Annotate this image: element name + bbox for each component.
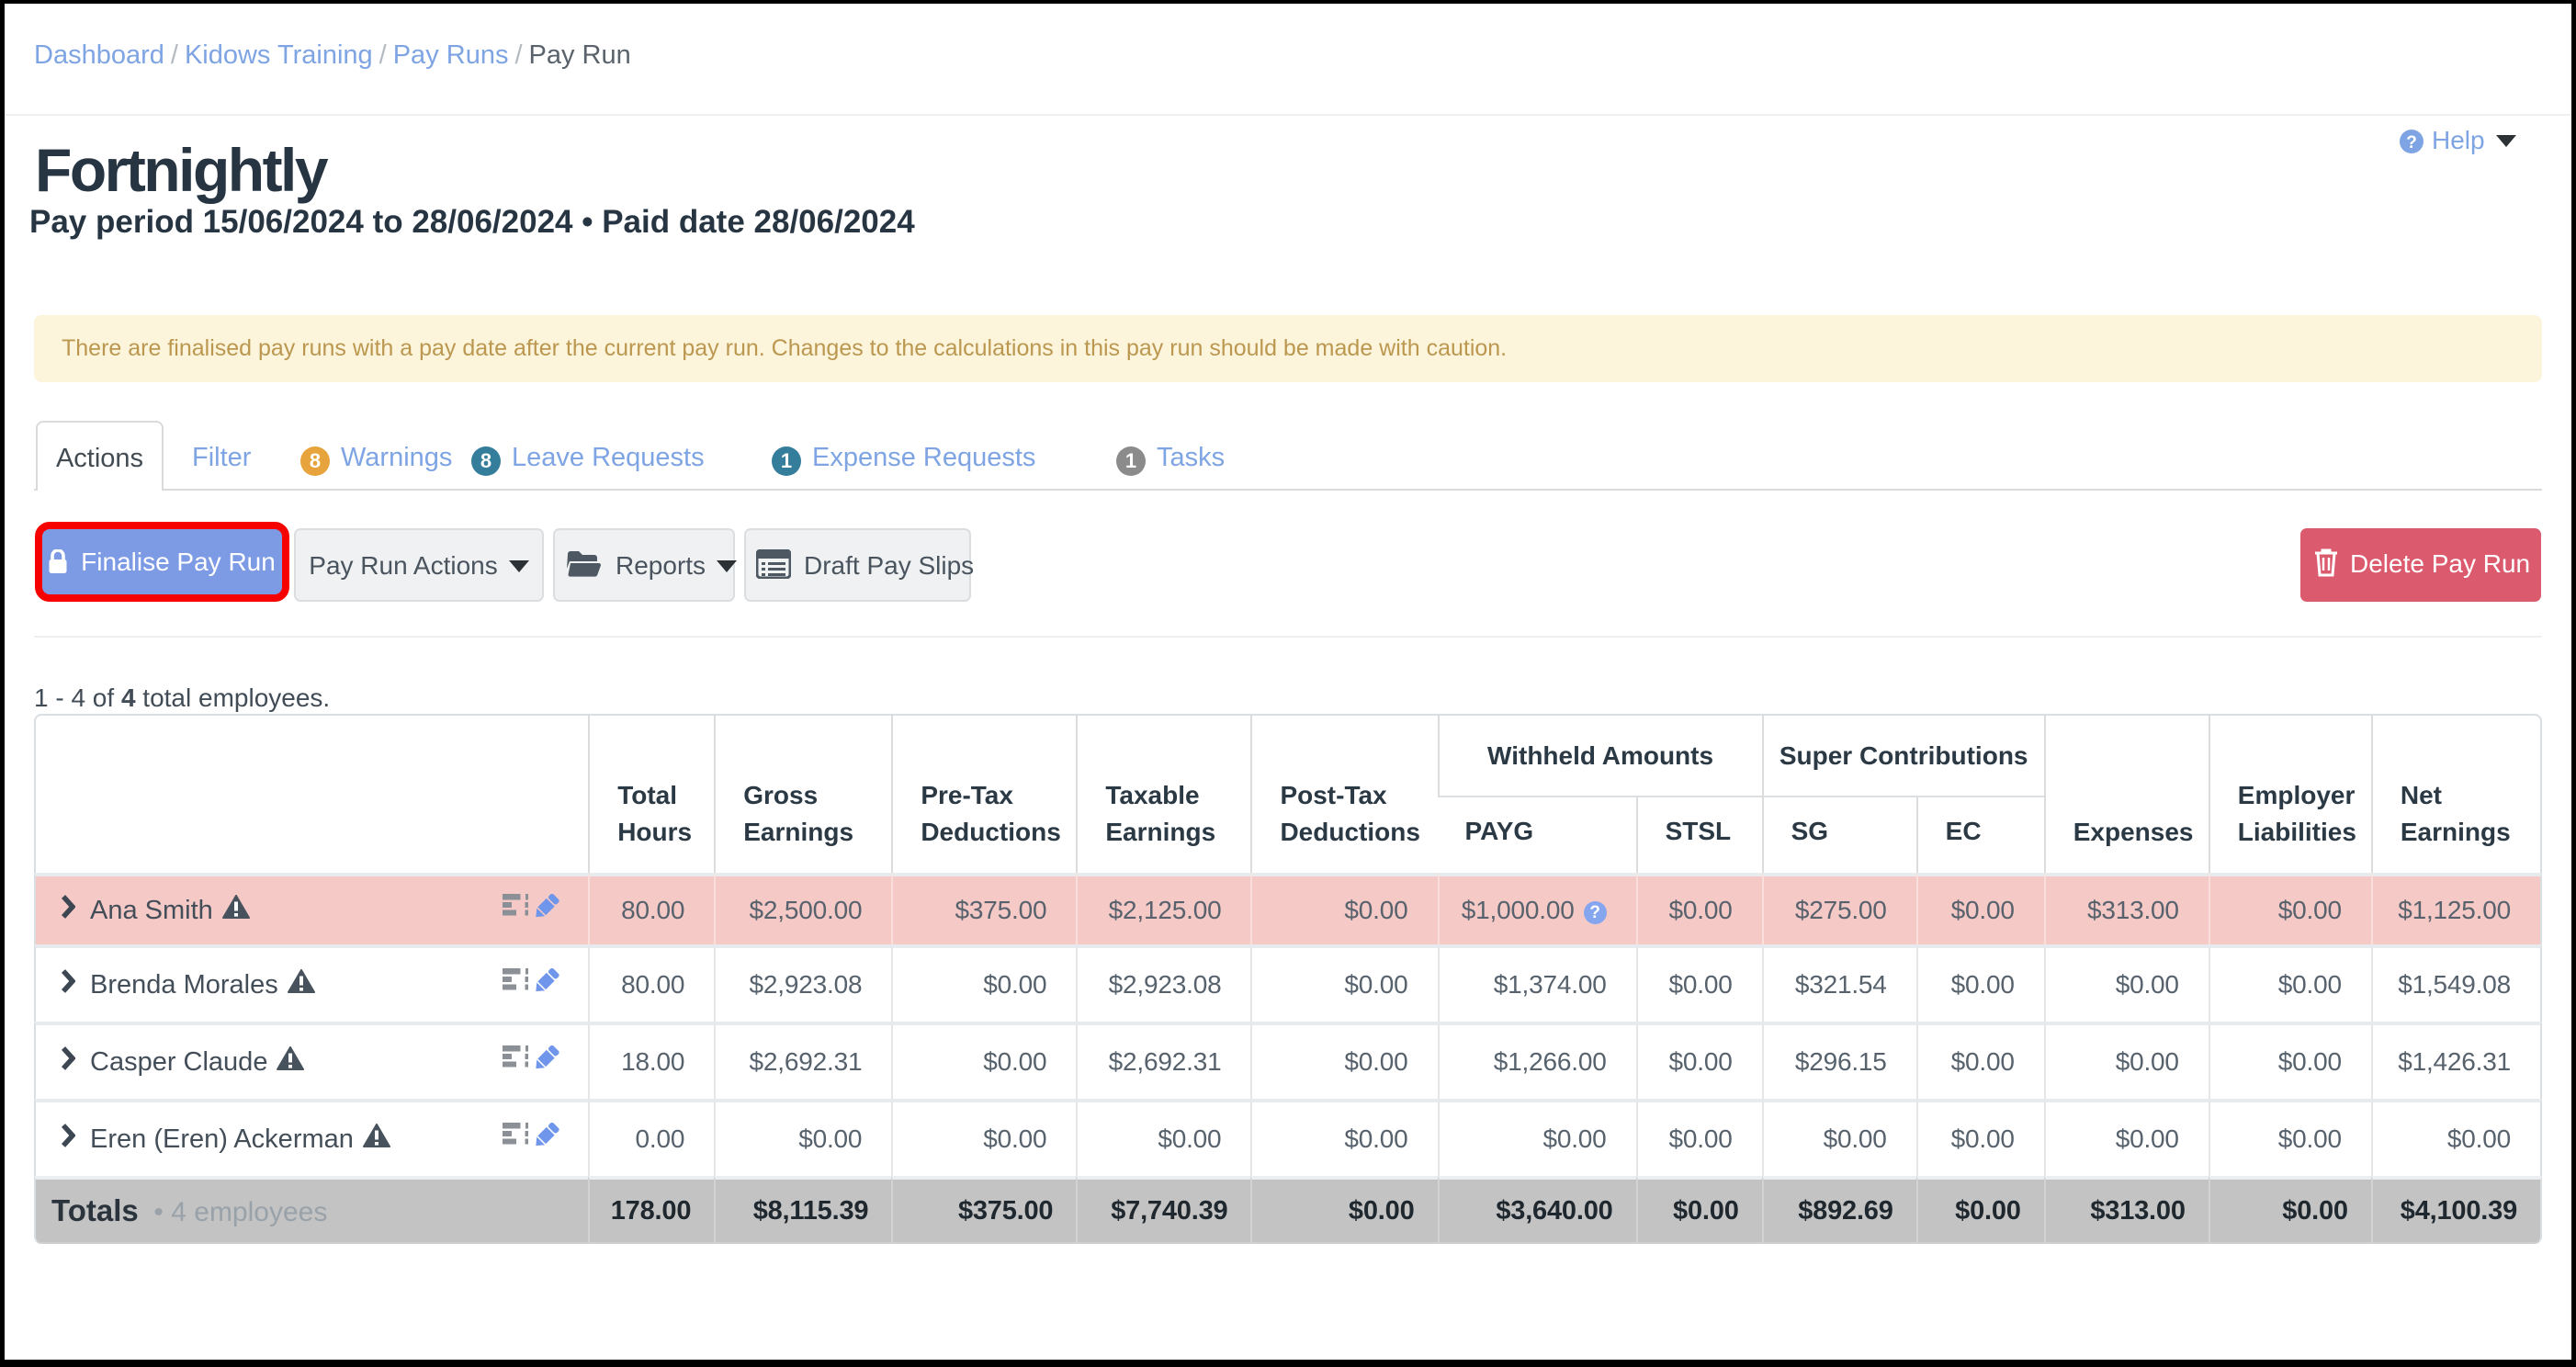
svg-text:?: ? — [2406, 133, 2417, 153]
